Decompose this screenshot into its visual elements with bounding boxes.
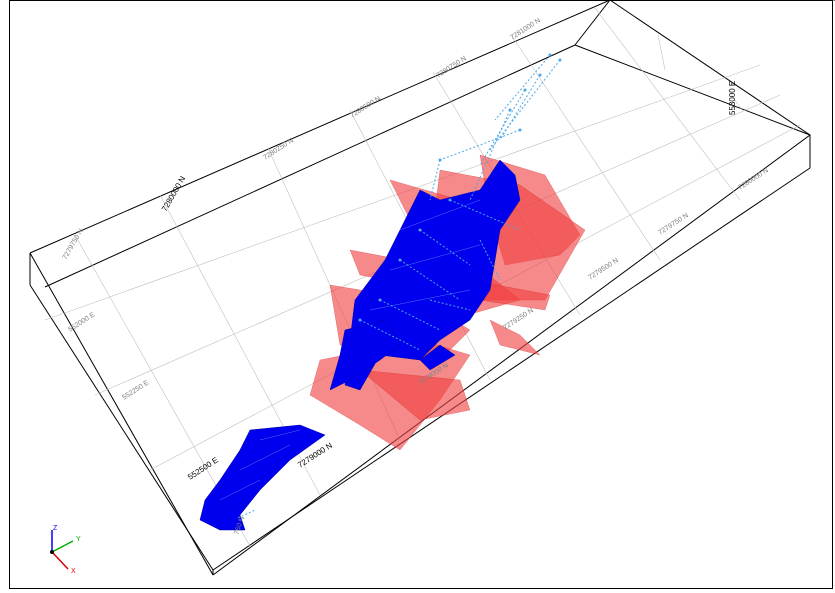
axis-triad: Z Y X xyxy=(50,525,81,575)
drillhole-traces xyxy=(237,54,561,519)
drillhole-collars xyxy=(358,53,562,322)
axis-z-label: Z xyxy=(53,525,58,532)
easting-label: 552000 E xyxy=(67,311,96,333)
northing-label: 7280500 N xyxy=(349,95,382,120)
axis-y-label: Y xyxy=(76,536,81,543)
right-label: 7279250 N xyxy=(502,307,535,332)
easting-label-highlight: 552500 E xyxy=(186,455,220,481)
bounding-box xyxy=(29,0,835,576)
ore-texture xyxy=(219,199,481,501)
right-label: 7280000 N xyxy=(737,167,770,192)
northing-label-highlight: 7280000 N xyxy=(160,174,187,213)
northing-label: 7280750 N xyxy=(435,55,468,80)
axis-x-label: X xyxy=(71,568,76,575)
right-label: 7279500 N xyxy=(587,257,620,282)
right-label: 7279750 N xyxy=(657,212,690,237)
northing-label: 7279750 N xyxy=(62,228,85,261)
easting-label: 552250 E xyxy=(121,379,150,401)
easting-label-right: 553000 E xyxy=(728,81,737,115)
northing-label: 7281000 N xyxy=(509,17,542,42)
ore-bodies xyxy=(199,159,521,531)
